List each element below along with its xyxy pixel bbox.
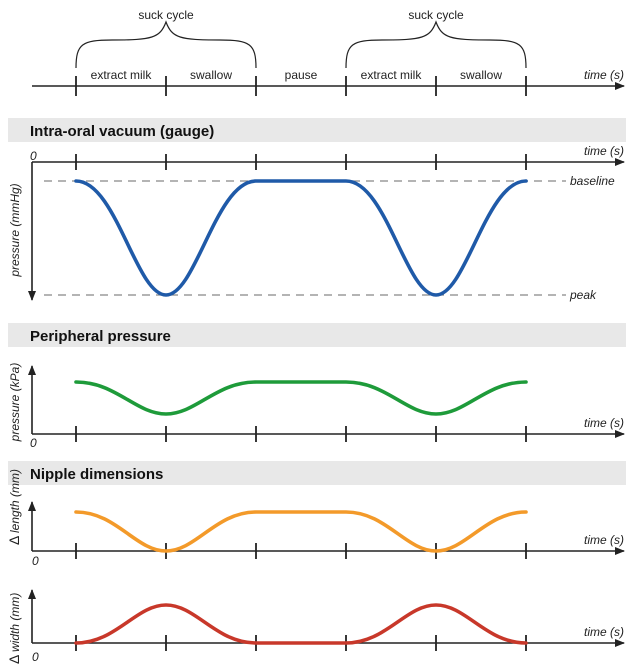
nipple-width-y-axis-label: Δ width (mm) bbox=[6, 593, 22, 664]
vacuum-time-label: time (s) bbox=[584, 144, 624, 158]
phase-label-extract-milk-2: extract milk bbox=[361, 68, 423, 82]
suck-cycle-brace-2 bbox=[345, 20, 527, 69]
nipple-width-curve bbox=[74, 603, 528, 645]
nipple-panel: Nipple dimensions 0 time (s) Δ length (m… bbox=[6, 461, 626, 664]
peripheral-origin-label: 0 bbox=[30, 436, 37, 450]
phase-label-pause: pause bbox=[285, 68, 318, 82]
vacuum-ticks bbox=[75, 154, 527, 170]
peripheral-time-label: time (s) bbox=[584, 416, 624, 430]
phase-timeline: suck cycle suck cycle extract milk swall… bbox=[32, 8, 625, 96]
peripheral-curve bbox=[74, 380, 528, 416]
vacuum-panel: Intra-oral vacuum (gauge) 0 time (s) pre… bbox=[8, 118, 626, 302]
nipple-length-ticks bbox=[75, 543, 527, 559]
delta-symbol: Δ bbox=[6, 536, 22, 545]
nipple-length-origin-label: 0 bbox=[32, 554, 39, 568]
nipple-header-band bbox=[8, 461, 626, 485]
vacuum-header-band bbox=[8, 118, 626, 142]
phase-label-swallow-1: swallow bbox=[190, 68, 232, 82]
suck-cycle-label-2: suck cycle bbox=[408, 8, 464, 22]
vacuum-y-axis-label: pressure (mmHg) bbox=[8, 183, 22, 277]
timeline-ticks bbox=[75, 76, 527, 96]
peak-label: peak bbox=[569, 288, 597, 302]
timeline-time-label: time (s) bbox=[584, 68, 624, 82]
nipple-width-label: width (mm) bbox=[8, 593, 22, 652]
vacuum-origin-label: 0 bbox=[30, 149, 37, 163]
vacuum-title: Intra-oral vacuum (gauge) bbox=[30, 123, 214, 140]
phase-label-swallow-2: swallow bbox=[460, 68, 502, 82]
nipple-width-origin-label: 0 bbox=[32, 650, 39, 664]
suck-cycle-brace-1 bbox=[75, 20, 257, 69]
phase-label-extract-milk-1: extract milk bbox=[91, 68, 153, 82]
vacuum-curve bbox=[74, 179, 528, 297]
nipple-length-time-label: time (s) bbox=[584, 533, 624, 547]
nipple-length-y-axis-label: Δ length (mm) bbox=[6, 469, 22, 545]
suck-cycle-label-1: suck cycle bbox=[138, 8, 194, 22]
delta-symbol: Δ bbox=[6, 655, 22, 664]
nipple-length-label: length (mm) bbox=[8, 469, 22, 533]
baseline-label: baseline bbox=[570, 174, 615, 188]
peripheral-y-axis-label: pressure (kPa) bbox=[8, 363, 22, 443]
nipple-length-curve bbox=[74, 510, 528, 553]
nipple-width-time-label: time (s) bbox=[584, 625, 624, 639]
peripheral-title: Peripheral pressure bbox=[30, 328, 171, 345]
peripheral-ticks bbox=[75, 426, 527, 442]
peripheral-header-band bbox=[8, 323, 626, 347]
peripheral-panel: Peripheral pressure 0 time (s) pressure … bbox=[8, 323, 626, 450]
nipple-title: Nipple dimensions bbox=[30, 466, 163, 483]
